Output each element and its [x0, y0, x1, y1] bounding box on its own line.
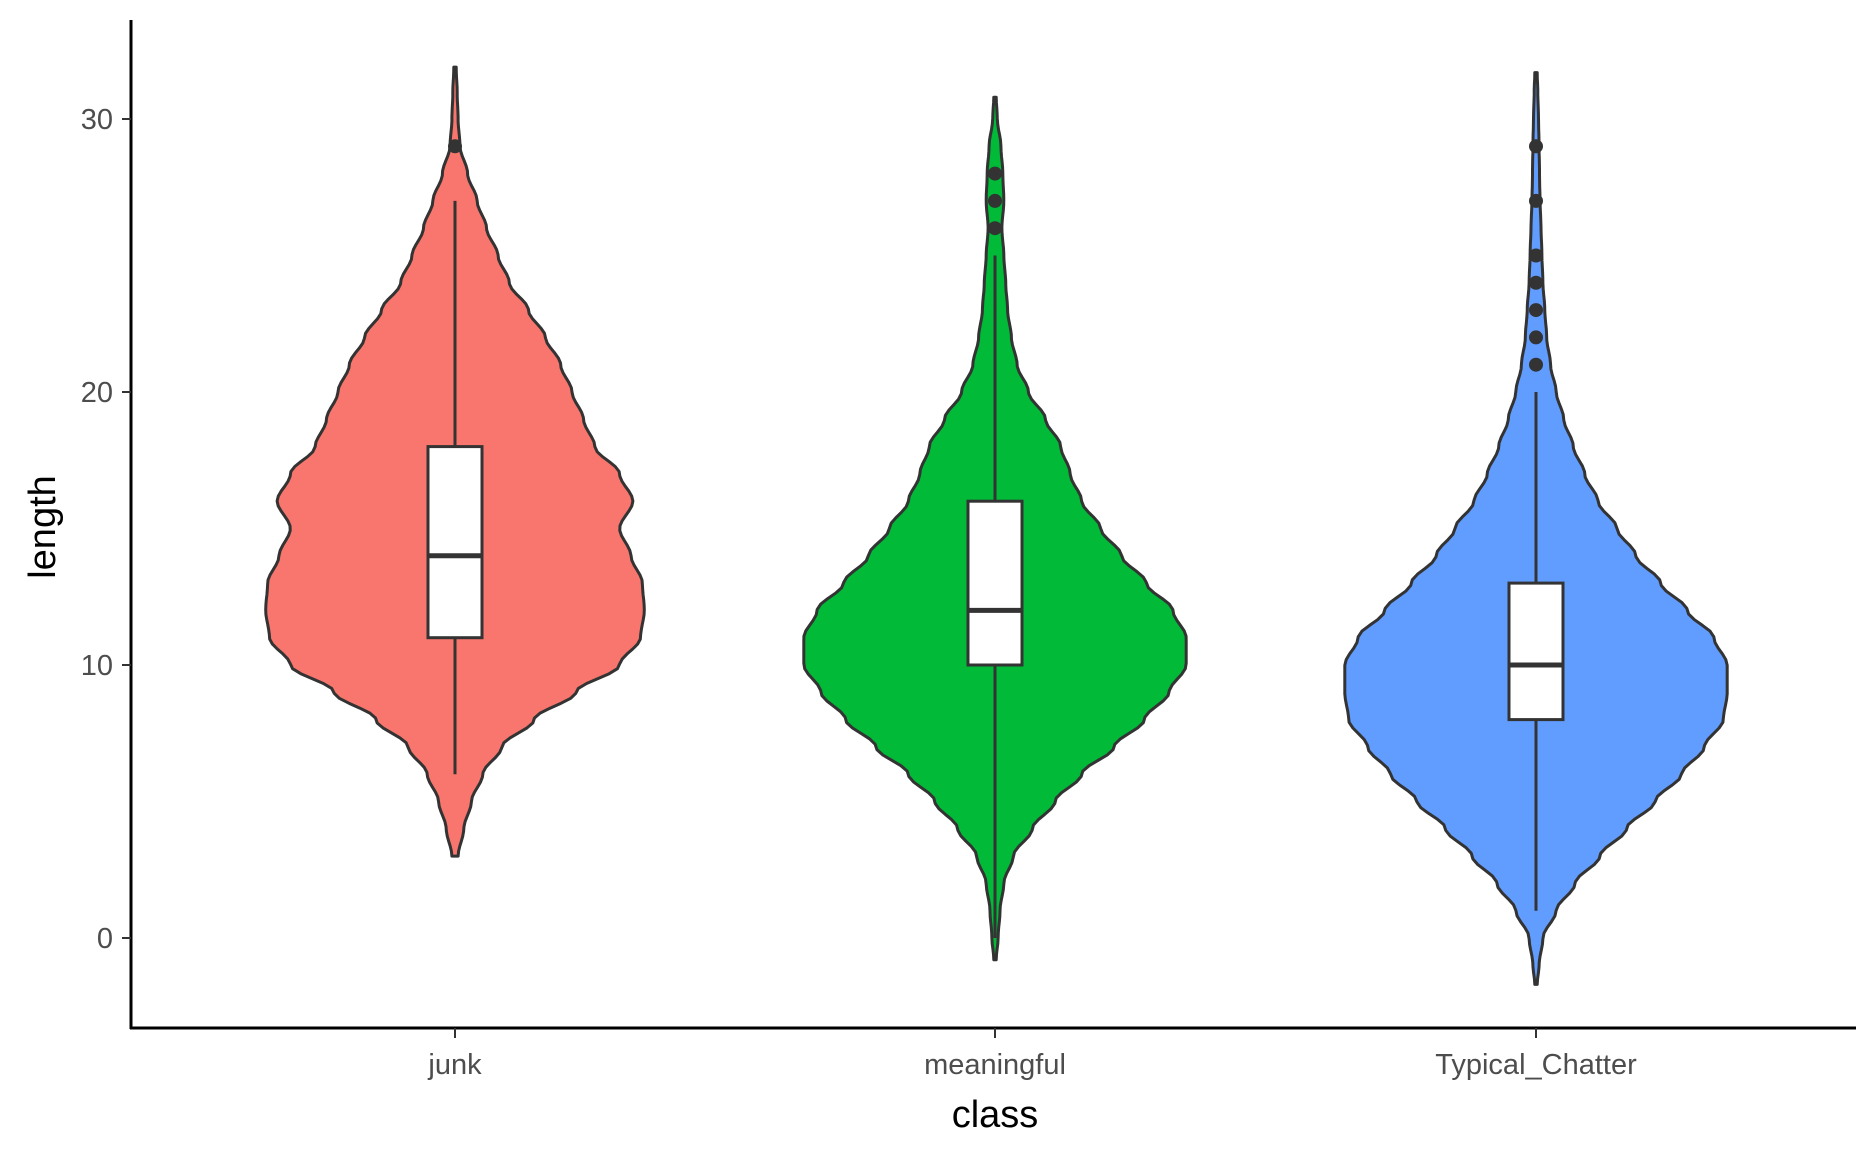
outlier-point-Typical_Chatter: [1529, 303, 1543, 318]
outlier-point-Typical_Chatter: [1529, 357, 1543, 372]
x-tick-label: junk: [427, 1049, 482, 1081]
y-tick-label: 10: [81, 650, 113, 682]
outlier-point-meaningful: [988, 193, 1002, 208]
x-ticks: junk meaningful Typical_Chatter: [427, 1028, 1637, 1081]
x-tick-label: meaningful: [924, 1049, 1066, 1081]
y-tick-label: 20: [81, 377, 113, 409]
outlier-point-Typical_Chatter: [1529, 275, 1543, 290]
outlier-point-meaningful: [988, 166, 1002, 181]
box-meaningful: [966, 499, 1024, 667]
outlier-point-Typical_Chatter: [1529, 193, 1543, 208]
y-ticks: 0 10 20 30: [81, 104, 131, 955]
outlier-point-Typical_Chatter: [1529, 139, 1543, 154]
y-axis-title: length: [22, 475, 64, 579]
x-tick-label: Typical_Chatter: [1435, 1049, 1637, 1081]
outlier-point-Typical_Chatter: [1529, 248, 1543, 263]
y-tick-label: 30: [81, 104, 113, 136]
box-junk: [426, 445, 484, 640]
y-tick-label: 0: [97, 923, 113, 955]
outlier-layer: [448, 139, 1543, 372]
boxplot-layer: [426, 200, 1565, 938]
box-Typical_Chatter: [1507, 581, 1565, 722]
outlier-point-meaningful: [988, 221, 1002, 236]
outlier-point-Typical_Chatter: [1529, 330, 1543, 345]
x-axis-title: class: [952, 1094, 1039, 1136]
outlier-point-junk: [448, 139, 462, 154]
